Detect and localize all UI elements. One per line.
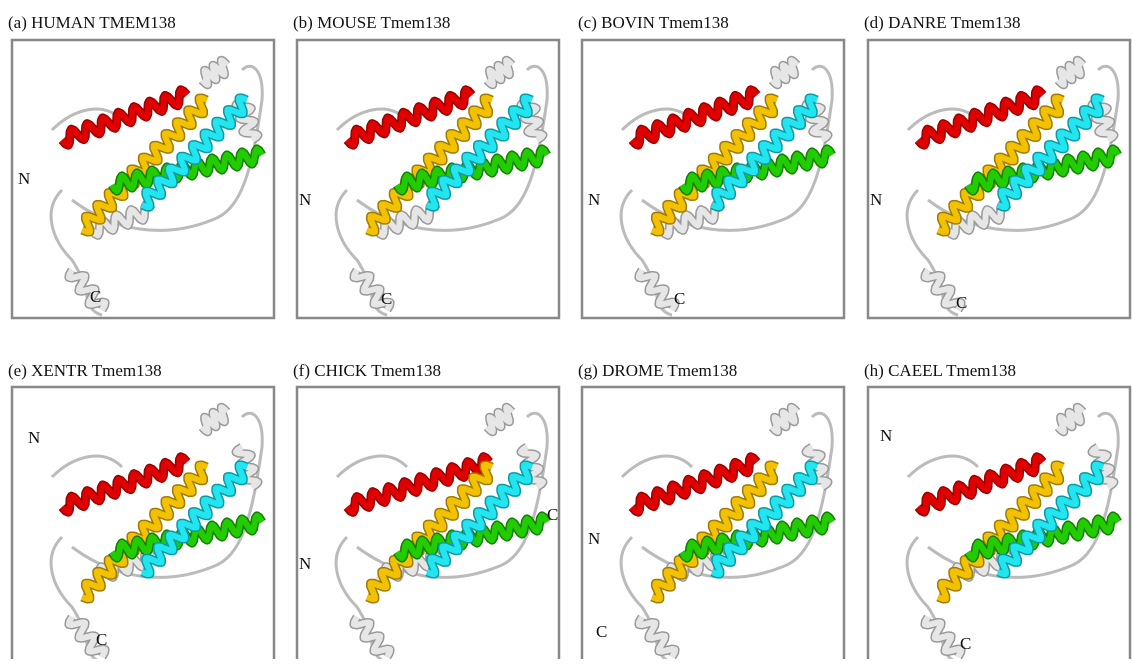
helix bbox=[915, 453, 1046, 516]
c-terminus: C bbox=[90, 287, 101, 306]
helix bbox=[996, 462, 1105, 577]
panel-label: (h) CAEEL Tmem138 bbox=[864, 361, 1016, 380]
n-terminus: N bbox=[28, 428, 40, 447]
helix bbox=[344, 453, 492, 516]
panel-label: (f) CHICK Tmem138 bbox=[293, 361, 441, 380]
c-terminus: C bbox=[96, 630, 107, 649]
structure bbox=[49, 55, 266, 317]
helix bbox=[59, 453, 190, 516]
helix bbox=[425, 95, 534, 210]
structure bbox=[619, 55, 836, 317]
helix bbox=[650, 462, 779, 602]
n-terminus: N bbox=[870, 190, 882, 209]
helix bbox=[1055, 404, 1086, 435]
helix bbox=[769, 57, 800, 88]
panel-label: (e) XENTR Tmem138 bbox=[8, 361, 162, 380]
helix bbox=[80, 95, 209, 235]
helix bbox=[425, 462, 534, 577]
helix bbox=[635, 268, 679, 312]
helix bbox=[915, 86, 1046, 149]
helix bbox=[629, 86, 760, 149]
n-terminus: N bbox=[588, 529, 600, 548]
helix bbox=[140, 95, 249, 210]
helix bbox=[199, 404, 230, 435]
helix bbox=[344, 86, 475, 149]
helix bbox=[1055, 57, 1086, 88]
panel-label: (a) HUMAN TMEM138 bbox=[8, 13, 176, 32]
helix bbox=[484, 57, 515, 88]
structure bbox=[619, 402, 836, 664]
helix bbox=[140, 462, 249, 577]
helix bbox=[635, 615, 679, 659]
structure bbox=[334, 402, 551, 664]
helix bbox=[921, 268, 965, 312]
n-terminus: N bbox=[299, 190, 311, 209]
helix bbox=[710, 95, 819, 210]
helix bbox=[365, 462, 494, 602]
c-terminus: C bbox=[381, 289, 392, 308]
n-terminus: N bbox=[588, 190, 600, 209]
panel-label: (d) DANRE Tmem138 bbox=[864, 13, 1020, 32]
helix bbox=[996, 95, 1105, 210]
structure bbox=[334, 55, 551, 317]
c-terminus: C bbox=[674, 289, 685, 308]
helix bbox=[80, 462, 209, 602]
helix bbox=[650, 95, 779, 235]
c-terminus: C bbox=[960, 634, 971, 653]
helix bbox=[936, 462, 1065, 602]
helix bbox=[629, 453, 760, 516]
n-terminus: N bbox=[299, 554, 311, 573]
helix bbox=[350, 268, 394, 312]
structure bbox=[905, 402, 1122, 664]
helix bbox=[769, 404, 800, 435]
structure bbox=[905, 55, 1122, 317]
helix bbox=[65, 615, 109, 659]
helix bbox=[199, 57, 230, 88]
helix bbox=[484, 404, 515, 435]
panel-label: (b) MOUSE Tmem138 bbox=[293, 13, 450, 32]
helix bbox=[710, 462, 819, 577]
helix bbox=[59, 86, 190, 149]
helix bbox=[65, 268, 109, 312]
c-terminus: C bbox=[956, 293, 967, 312]
helix bbox=[365, 95, 494, 235]
helix bbox=[921, 615, 965, 659]
panel-label: (g) DROME Tmem138 bbox=[578, 361, 737, 380]
c-terminus: C bbox=[596, 622, 607, 641]
structure bbox=[49, 402, 266, 664]
n-terminus: N bbox=[880, 426, 892, 445]
helix bbox=[936, 95, 1065, 235]
n-terminus: N bbox=[18, 169, 30, 188]
panel-label: (c) BOVIN Tmem138 bbox=[578, 13, 729, 32]
c-terminus: C bbox=[547, 505, 558, 524]
helix bbox=[350, 615, 394, 659]
